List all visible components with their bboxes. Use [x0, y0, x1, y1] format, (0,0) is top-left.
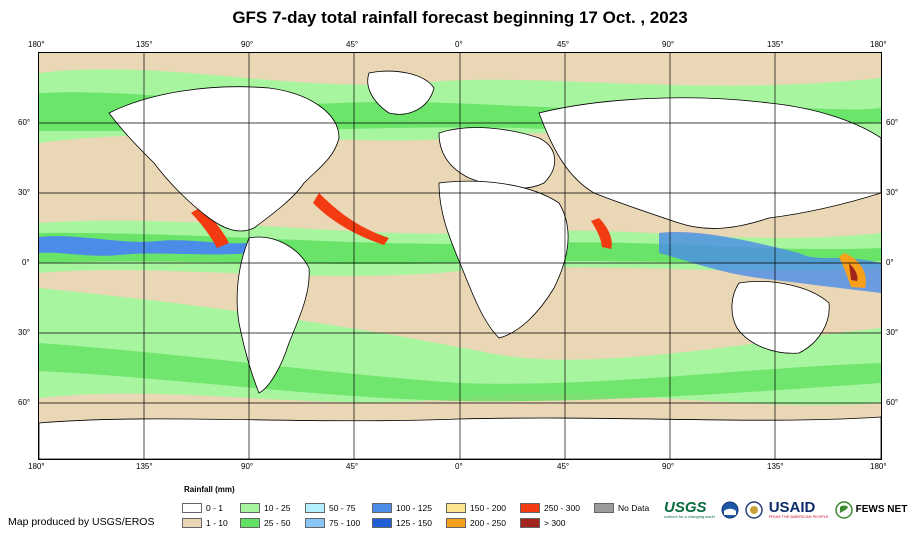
lon-label: 90° — [662, 462, 675, 471]
legend-label: 75 - 100 — [329, 518, 361, 528]
usgs-logo: USGS science for a changing world — [664, 500, 715, 519]
legend-item: No Data — [594, 502, 649, 514]
legend-swatch — [305, 518, 325, 528]
graticule — [39, 53, 881, 459]
legend-label: No Data — [618, 503, 650, 513]
lon-label: 135° — [136, 462, 153, 471]
legend-item: 10 - 25 — [240, 502, 290, 514]
australia — [731, 281, 830, 354]
lon-label: 90° — [662, 40, 675, 49]
lon-label: 90° — [241, 40, 254, 49]
lon-label: 135° — [767, 462, 784, 471]
lat-label: 60° — [18, 118, 31, 127]
legend-swatch — [446, 503, 466, 513]
fewsnet-logo: FEWS NET — [834, 500, 908, 519]
map-canvas — [39, 53, 881, 459]
lat-label: 60° — [886, 398, 899, 407]
legend-label: > 300 — [544, 518, 566, 528]
legend-label: 250 - 300 — [544, 503, 580, 513]
legend-swatch — [372, 503, 392, 513]
partner-logos: USGS science for a changing world USAID … — [664, 500, 907, 519]
legend-swatch — [182, 518, 202, 528]
legend-label: 125 - 150 — [396, 518, 432, 528]
legend-item: 150 - 200 — [446, 502, 506, 514]
legend-label: 0 - 1 — [206, 503, 224, 513]
noaa-seal-icon — [721, 501, 739, 518]
legend-item: 250 - 300 — [520, 502, 580, 514]
atlantic-storm — [313, 193, 389, 245]
lon-label: 45° — [346, 462, 359, 471]
usaid-tagline: FROM THE AMERICAN PEOPLE — [768, 514, 829, 519]
legend-item: 25 - 50 — [240, 517, 290, 529]
south-america — [236, 236, 310, 394]
lat-label: 30° — [886, 188, 899, 197]
greenland — [367, 70, 435, 115]
legend-item: 1 - 10 — [182, 517, 228, 529]
legend-item: 50 - 75 — [305, 502, 355, 514]
legend-item: 200 - 250 — [446, 517, 506, 529]
legend-swatch — [305, 503, 325, 513]
lon-label: 180° — [870, 40, 887, 49]
lat-label: 0° — [22, 258, 30, 267]
legend-item: 0 - 1 — [182, 502, 223, 514]
legend-label: 200 - 250 — [470, 518, 506, 528]
state-department-seal-icon — [744, 500, 763, 519]
usaid-logo: USAID FROM THE AMERICAN PEOPLE — [769, 500, 829, 519]
legend-item: 100 - 125 — [372, 502, 432, 514]
legend-swatch — [520, 518, 540, 528]
arabian-sea-storm — [591, 218, 612, 249]
legend-item: 75 - 100 — [305, 517, 360, 529]
usgs-tagline: science for a changing world — [664, 514, 715, 519]
legend-label: 150 - 200 — [470, 503, 506, 513]
lon-label: 45° — [346, 40, 359, 49]
heavy-rainfall-cells — [39, 193, 881, 293]
legend-label: 10 - 25 — [264, 503, 291, 513]
legend-label: 50 - 75 — [329, 503, 356, 513]
lon-label: 45° — [557, 462, 570, 471]
southern-heavy-band — [39, 343, 881, 402]
legend-swatch — [240, 503, 260, 513]
legend-swatch — [520, 503, 540, 513]
legend-swatch — [594, 503, 614, 513]
lat-label: 30° — [886, 328, 899, 337]
lon-label: 180° — [870, 462, 887, 471]
lon-label: 0° — [455, 462, 463, 471]
lat-label: 60° — [886, 118, 899, 127]
africa — [438, 180, 569, 339]
europe — [438, 127, 556, 189]
lon-label: 135° — [136, 40, 153, 49]
legend-swatch — [446, 518, 466, 528]
lat-label: 60° — [18, 398, 31, 407]
legend-label: 100 - 125 — [396, 503, 432, 513]
rainfall-map[interactable] — [38, 52, 882, 460]
lon-label: 135° — [767, 40, 784, 49]
lat-label: 30° — [18, 188, 31, 197]
usgs-wordmark: USGS — [664, 499, 707, 516]
map-title: GFS 7-day total rainfall forecast beginn… — [232, 8, 688, 27]
lon-label: 180° — [28, 40, 45, 49]
lon-label: 45° — [557, 40, 570, 49]
mexico-storm — [191, 208, 229, 248]
lon-label: 0° — [455, 40, 463, 49]
legend-swatch — [372, 518, 392, 528]
fewsnet-wordmark: FEWS NET — [855, 504, 908, 515]
lon-label: 180° — [28, 462, 45, 471]
lon-label: 90° — [241, 462, 254, 471]
legend-label: 1 - 10 — [206, 518, 228, 528]
legend-swatch — [240, 518, 260, 528]
fewsnet-globe-icon — [834, 500, 853, 519]
legend-item: > 300 — [520, 517, 566, 529]
legend-title: Rainfall (mm) — [184, 485, 235, 494]
maritime-continent-rain — [659, 232, 881, 293]
legend-label: 25 - 50 — [264, 518, 291, 528]
legend-swatch — [182, 503, 202, 513]
map-credit: Map produced by USGS/EROS — [8, 516, 155, 528]
lat-label: 0° — [886, 258, 894, 267]
lat-label: 30° — [18, 328, 31, 337]
south-pacific-core — [849, 263, 858, 281]
legend-item: 125 - 150 — [372, 517, 432, 529]
usaid-wordmark: USAID — [768, 499, 816, 516]
